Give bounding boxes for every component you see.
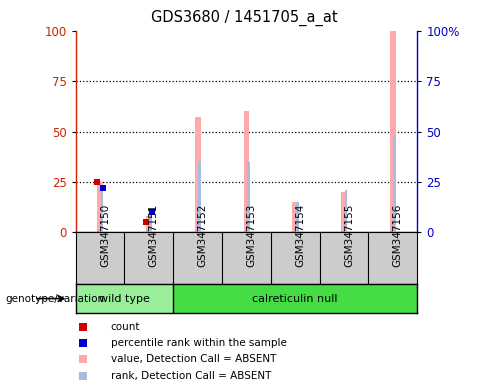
Bar: [244, 111, 249, 232]
Text: GSM347152: GSM347152: [198, 203, 207, 266]
Text: GSM347153: GSM347153: [246, 203, 256, 266]
Bar: [296, 202, 299, 232]
Text: percentile rank within the sample: percentile rank within the sample: [111, 338, 286, 348]
Text: GDS3680 / 1451705_a_at: GDS3680 / 1451705_a_at: [151, 10, 337, 26]
Bar: [247, 162, 250, 232]
Text: value, Detection Call = ABSENT: value, Detection Call = ABSENT: [111, 354, 276, 364]
Bar: [390, 31, 396, 232]
Bar: [146, 216, 152, 232]
Bar: [393, 136, 396, 232]
Text: calreticulin null: calreticulin null: [252, 293, 338, 304]
Bar: [292, 202, 298, 232]
Text: rank, Detection Call = ABSENT: rank, Detection Call = ABSENT: [111, 371, 271, 381]
Text: GSM347151: GSM347151: [149, 203, 159, 266]
Bar: [173, 284, 417, 313]
Text: GSM347154: GSM347154: [295, 203, 305, 266]
Bar: [345, 190, 347, 232]
Bar: [195, 118, 201, 232]
Bar: [341, 192, 347, 232]
Text: count: count: [111, 322, 140, 332]
Text: GSM347155: GSM347155: [344, 203, 354, 266]
Bar: [97, 182, 103, 232]
Bar: [198, 162, 201, 232]
Text: GSM347156: GSM347156: [393, 203, 403, 266]
Bar: [76, 284, 173, 313]
Text: genotype/variation: genotype/variation: [5, 293, 104, 304]
Bar: [101, 188, 103, 232]
Text: wild type: wild type: [99, 293, 150, 304]
Text: GSM347150: GSM347150: [100, 203, 110, 266]
Bar: [149, 214, 152, 232]
